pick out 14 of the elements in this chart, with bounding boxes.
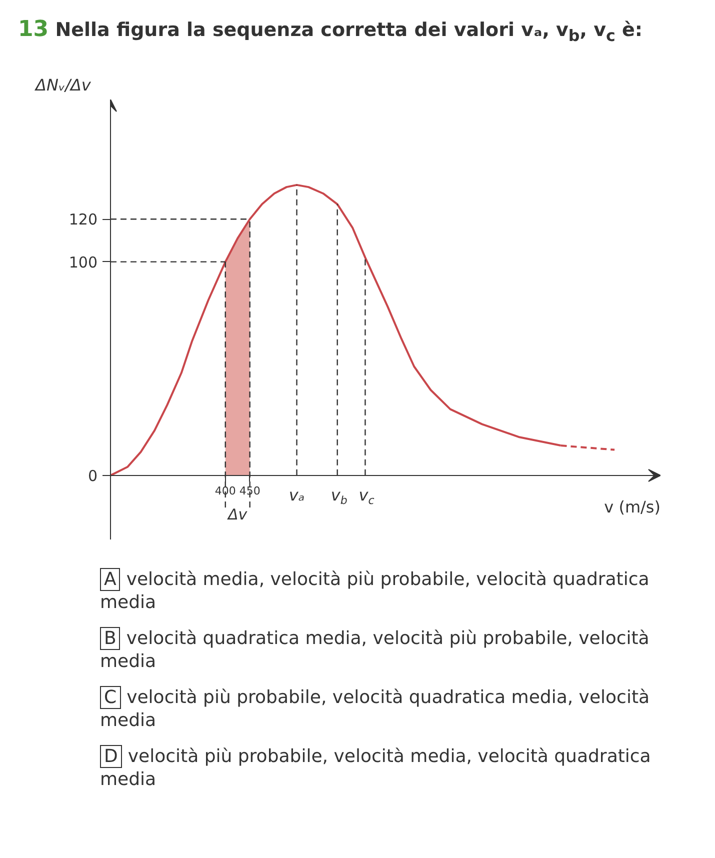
annotation: Δv bbox=[227, 505, 248, 524]
y-axis-title: ΔNᵥ/Δv bbox=[34, 76, 92, 94]
x-tick-label: 400 bbox=[214, 484, 236, 498]
y-tick-label: 100 bbox=[68, 253, 98, 272]
y-tick-label: 120 bbox=[68, 210, 98, 229]
y-tick-label: 0 bbox=[88, 466, 98, 485]
text: A velocità media, velocità più probabile, velocità quadratica media bbox=[100, 568, 650, 614]
ref-line-label: vₐ bbox=[288, 485, 305, 504]
x-axis-title: v (m/s) bbox=[604, 497, 661, 516]
text: C velocità più probabile, velocità quadratica media, velocità media bbox=[100, 686, 651, 732]
text: D velocità più probabile, velocità media, velocità quadratica media bbox=[100, 745, 652, 791]
chart-title: 13 Nella figura la sequenza corretta dei valori vₐ, v$_{b}$, v$_{c}$ è: bbox=[18, 16, 644, 47]
text: B velocità quadratica media, velocità più probabile, velocità media bbox=[100, 627, 650, 673]
x-tick-label: 450 bbox=[239, 484, 260, 498]
